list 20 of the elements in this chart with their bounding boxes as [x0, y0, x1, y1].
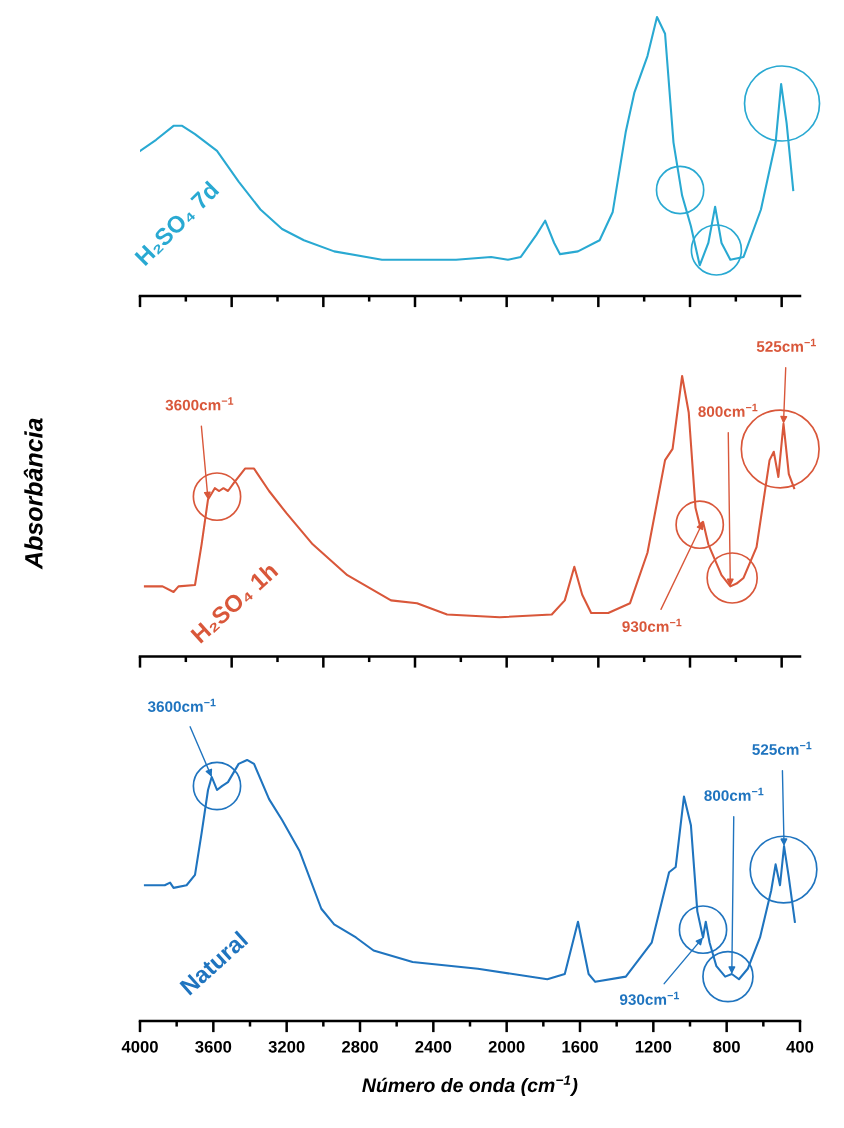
x-tick-label: 3600 — [195, 1040, 232, 1053]
annotation: 930cm$^{−1}$ — [622, 618, 682, 632]
x-axis-title: Número de onda (cm$^{−1}$) — [362, 1075, 578, 1097]
x-tick-label: 1600 — [562, 1040, 598, 1053]
x-tick-label: 3200 — [268, 1040, 305, 1053]
annotation: 525cm$^{−1}$ — [756, 338, 816, 352]
x-tick-label: 2400 — [415, 1040, 452, 1053]
annotation: 3600cm$^{−1}$ — [165, 397, 234, 411]
y-axis-title: Absorbância — [23, 418, 43, 570]
x-tick-label: 400 — [786, 1040, 814, 1053]
annotation: 3600cm$^{−1}$ — [147, 698, 216, 712]
annotation: 800cm$^{−1}$ — [704, 787, 764, 801]
annotation: 800cm$^{−1}$ — [698, 403, 758, 417]
annotation: 525cm$^{−1}$ — [752, 741, 812, 755]
annotation: 930cm$^{−1}$ — [619, 991, 680, 1005]
x-tick-label: 2000 — [488, 1040, 525, 1053]
x-tick-label: 1200 — [635, 1040, 672, 1053]
x-tick-label: 800 — [713, 1040, 740, 1053]
x-tick-label: 2800 — [342, 1040, 378, 1053]
x-tick-label: 4000 — [121, 1040, 158, 1053]
